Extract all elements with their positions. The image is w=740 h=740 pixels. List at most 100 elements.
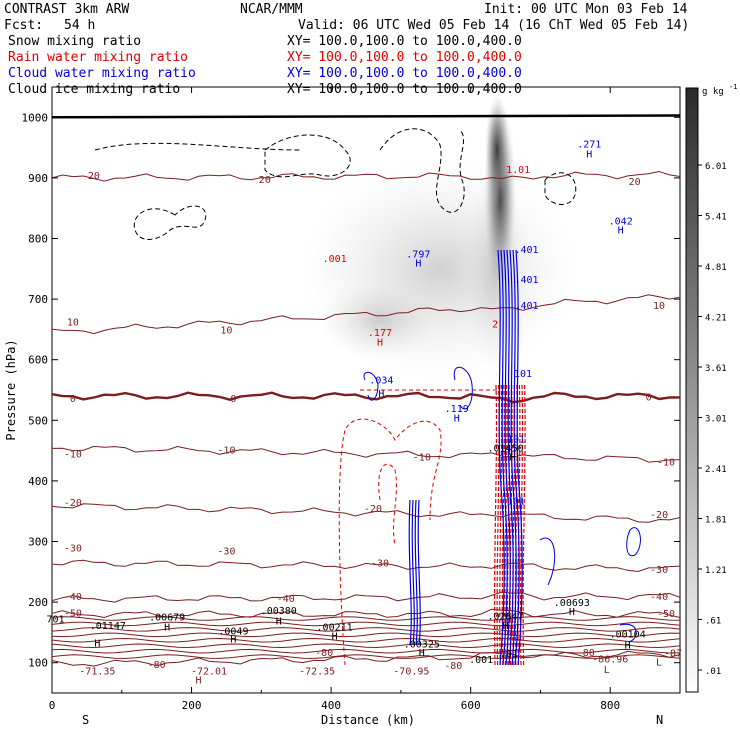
isotherm-label: -80	[577, 648, 595, 659]
isotherm-upper-4	[52, 632, 680, 638]
cloud-core-0	[497, 249, 505, 666]
colorbar-tick-label: 3.61	[705, 364, 727, 374]
rain-contour-broad	[338, 418, 442, 666]
legend-cloud-ice-xy: XY= 100.0,100.0 to 100.0,400.0	[287, 82, 522, 97]
contour-annotation: .02647	[487, 611, 523, 622]
contour-annotation: -70.95	[393, 667, 429, 678]
isotherm-label: 10	[67, 318, 79, 329]
contour-annotation: H	[276, 616, 282, 627]
x-tick-label: 200	[182, 699, 202, 712]
ground-line	[51, 114, 681, 119]
cloud-core-3	[506, 249, 514, 666]
colorbar-unit: g kg	[702, 87, 724, 97]
isotherm-label: -80	[315, 648, 333, 659]
y-tick-label: 100	[28, 657, 48, 670]
contour-annotation: 101	[514, 369, 532, 380]
legend-snow-label: Snow mixing ratio	[8, 34, 142, 49]
snow-contour-band	[94, 142, 301, 151]
y-tick-label: 300	[28, 536, 48, 549]
legend-rain-label: Rain water mixing ratio	[8, 50, 189, 65]
colorbar-tick-label: .61	[705, 617, 721, 627]
isotherm-label: -40	[277, 594, 295, 605]
contour-annotation: L	[604, 665, 610, 676]
cloud-column-left-3	[417, 499, 421, 646]
legend-cloud-ice-label: Cloud ice mixing ratio	[8, 82, 181, 97]
rain-core-2	[499, 384, 503, 666]
contour-annotation: H	[377, 338, 383, 349]
y-tick-label: 500	[28, 414, 48, 427]
contour-annotation: H	[454, 413, 460, 424]
isotherm-upper-7	[52, 616, 680, 621]
contour-annotation: H	[332, 631, 338, 642]
y-tick-label: 200	[28, 596, 48, 609]
snow-contour-left	[133, 205, 207, 240]
isotherm-upper-6	[52, 621, 680, 627]
isotherm-minus10	[52, 445, 680, 463]
isotherm-label: -10	[217, 445, 235, 456]
contour-annotation: .00693	[554, 598, 590, 609]
y-tick-label: 700	[28, 293, 48, 306]
colorbar-tick-label: 1.21	[705, 566, 727, 576]
isotherm-label: -20	[64, 498, 82, 509]
contour-annotation: .797	[406, 250, 430, 261]
isotherm-label: 0	[70, 394, 76, 405]
cloud-column-left-1	[411, 499, 415, 646]
isotherm-label: -10	[413, 453, 431, 464]
rain-core-11	[522, 384, 526, 666]
isotherm-label: -30	[217, 547, 235, 558]
isotherm-0	[52, 391, 680, 404]
isotherm-label: -20	[650, 510, 668, 521]
isotherm-upper-1	[52, 648, 680, 654]
colorbar-tick-label: 4.81	[705, 263, 727, 273]
contour-annotation: .0049	[218, 627, 248, 638]
contour-annotation: H	[94, 639, 100, 650]
isotherm-upper-3	[52, 637, 680, 643]
colorbar-tick-label: 3.01	[705, 415, 727, 425]
snow-contour-upper	[264, 134, 351, 178]
snow-shade-top	[485, 95, 509, 205]
legend-rain-xy: XY= 100.0,100.0 to 100.0,400.0	[287, 50, 522, 65]
contour-annotation: 101	[507, 434, 525, 445]
north-label: N	[656, 713, 663, 727]
contour-annotation: .177	[368, 328, 392, 339]
contour-annotation: -72.35	[299, 667, 335, 678]
isotherm-label: -30	[650, 565, 668, 576]
rain-core-7	[512, 384, 516, 666]
isotherm-label: -80	[148, 660, 166, 671]
colorbar-tick-label: 4.21	[705, 314, 727, 324]
contour-annotation: H	[569, 607, 575, 618]
cloud-column-left-0	[408, 499, 412, 646]
contour-annotation: -86.96	[592, 654, 628, 665]
snow-shading	[300, 95, 580, 380]
forecast-hour: 54 h	[64, 18, 96, 33]
isotherm-label: 10	[653, 301, 665, 312]
y-tick-label: 800	[28, 233, 48, 246]
axes: 0 200 400 600 800100200300400500600700800900…	[22, 87, 680, 712]
contour-annotation: H	[510, 453, 516, 464]
cloud-contour-sfc	[619, 623, 637, 643]
cloud-core-5	[512, 249, 520, 666]
colorbar-unit-exp: -1	[729, 83, 737, 91]
rain-core-1	[496, 384, 500, 666]
contour-annotation: H	[164, 622, 170, 633]
isotherm-label: -10	[657, 458, 675, 469]
snow-contour-mid	[379, 128, 465, 213]
isotherm-label: -20	[364, 504, 382, 515]
y-tick-label: 900	[28, 172, 48, 185]
contour-annotation: H	[415, 259, 421, 270]
temperature-isotherms	[52, 170, 680, 667]
cloud-core-2	[503, 249, 511, 666]
contour-annotation: H	[625, 641, 631, 652]
rain-contour-inner	[378, 463, 397, 546]
isotherm-minus20	[52, 503, 680, 523]
isotherm-label: 20	[629, 177, 641, 188]
colorbar: 6.01 5.41 4.81 4.21 3.61 3.01 2.41 1.81 1.21 .61.…	[685, 83, 737, 693]
cloud-column-left-2	[414, 499, 418, 646]
isotherm-label: 0	[646, 393, 652, 404]
org-label: NCAR/MMM	[240, 2, 303, 17]
colorbar-tick-label: 2.41	[705, 465, 727, 475]
contour-annotation: .401	[514, 275, 538, 286]
isotherm-minus40	[52, 591, 680, 603]
contour-annotation: H	[586, 150, 592, 161]
